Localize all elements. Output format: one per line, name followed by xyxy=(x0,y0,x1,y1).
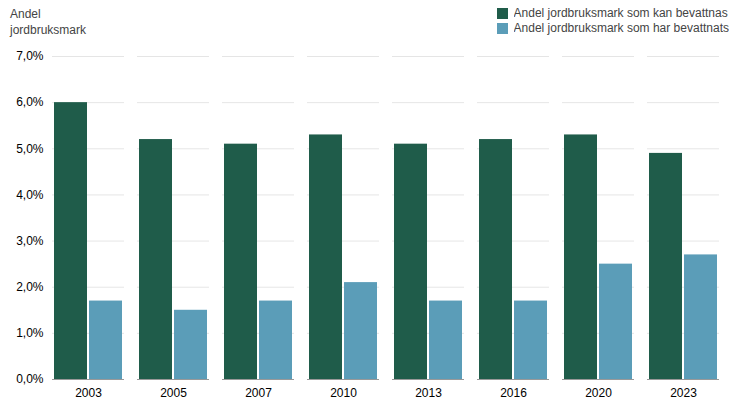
svg-text:6,0%: 6,0% xyxy=(16,95,44,109)
svg-text:7,0%: 7,0% xyxy=(16,49,44,63)
svg-text:2005: 2005 xyxy=(160,386,187,400)
svg-text:0,0%: 0,0% xyxy=(16,372,44,386)
svg-text:2010: 2010 xyxy=(330,386,357,400)
svg-text:3,0%: 3,0% xyxy=(16,234,44,248)
svg-text:2020: 2020 xyxy=(585,386,612,400)
svg-text:2013: 2013 xyxy=(415,386,442,400)
svg-text:2007: 2007 xyxy=(245,386,272,400)
html-text:Andel jordbruksmark som har be: Andel jordbruksmark som har bevattnats xyxy=(513,21,729,35)
svg-text:2023: 2023 xyxy=(670,386,697,400)
svg-text:2016: 2016 xyxy=(500,386,527,400)
html-text:Andel jordbruksmark som kan be: Andel jordbruksmark som kan bevattnas xyxy=(513,6,728,20)
html-text:Andel jordbruksmark: Andel jordbruksmark xyxy=(10,7,86,38)
svg-text:2,0%: 2,0% xyxy=(16,280,44,294)
svg-text:5,0%: 5,0% xyxy=(16,142,44,156)
svg-text:4,0%: 4,0% xyxy=(16,188,44,202)
svg-text:1,0%: 1,0% xyxy=(16,326,44,340)
svg-text:2003: 2003 xyxy=(75,386,102,400)
